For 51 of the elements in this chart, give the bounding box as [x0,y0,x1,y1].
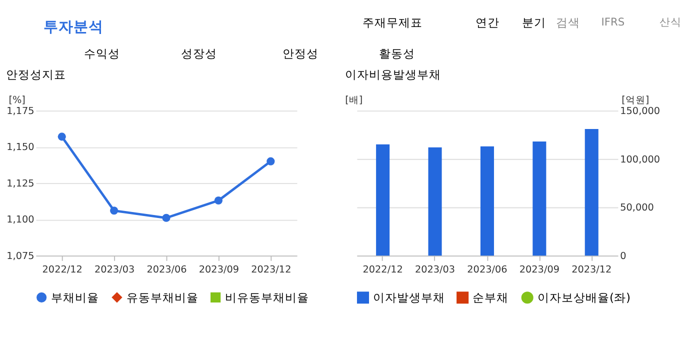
y-tick-label: 1,150 [6,142,34,154]
text: 주재무제표 [362,15,423,30]
x-tick-label: 2023/06 [146,264,187,276]
point [58,132,66,141]
x-tick-label: 2023/06 [467,264,508,276]
text: IFRS [601,16,625,29]
y2-tick-label: 100,000 [620,154,660,166]
y-tick-label: 1,125 [6,178,34,190]
legend-label: 순부채 [472,290,509,305]
point [110,206,118,215]
x-tick-label: 2023/09 [519,264,560,276]
point [162,214,170,222]
chart-title: 이자비용발생부채 [345,68,442,82]
bar [428,147,442,256]
x-tick-label: 2022/12 [362,264,403,276]
point [266,157,275,166]
y-tick-label: 1,175 [6,106,34,117]
legend-label: 유동부채비율 [126,290,199,304]
text: 활동성 [378,46,415,60]
y2-axis-title: [억원] [622,94,650,106]
legend-label: 이자발생부채 [373,290,446,305]
bar [532,142,546,256]
x-tick-label: 2023/03 [414,264,456,276]
bar [376,144,390,256]
y-axis-title: [배] [345,94,363,106]
chart-title: 안정성지표 [6,68,66,82]
x-tick-label: 2023/12 [251,264,292,276]
legend-label: 부채비율 [51,290,100,304]
y2-tick-label: 50,000 [620,202,654,214]
legend-label: 이자보상배율(좌) [537,290,631,305]
point [214,196,223,205]
text: 투자분석 [44,19,104,36]
y-tick-label: 1,100 [6,214,34,226]
x-tick-label: 2022/12 [42,264,82,276]
x-tick-label: 2023/03 [94,264,135,276]
bar [584,128,598,256]
x-tick-label: 2023/12 [572,264,612,276]
bar [480,146,494,256]
text: 성장성 [180,46,217,60]
legend-label: 비유동부채비율 [225,290,310,304]
text: 분기 [522,15,546,30]
x-tick-label: 2023/09 [198,264,240,276]
text: 검색 [556,15,580,30]
y-tick-label: 1,075 [6,250,34,262]
y2-tick-label: 150,000 [620,106,660,117]
y2-tick-label: 0 [620,250,626,262]
text: 연간 [476,15,500,30]
text: 안정성 [282,46,318,60]
text: 수익성 [84,46,120,60]
text: 산식 [659,16,682,29]
y-axis-title: [%] [8,94,26,106]
